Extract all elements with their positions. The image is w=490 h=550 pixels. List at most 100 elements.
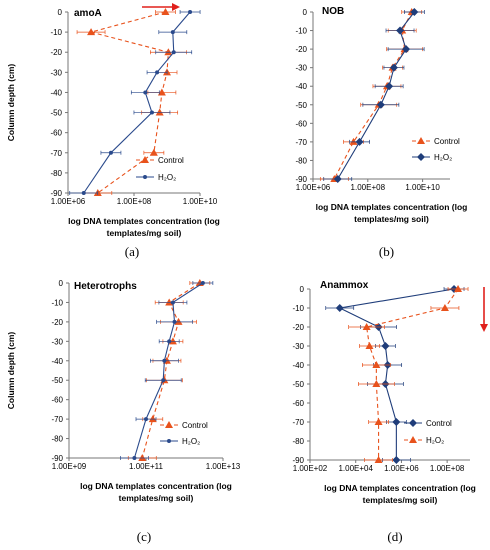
y-tick-label: -80 bbox=[295, 156, 307, 165]
data-point bbox=[355, 137, 364, 146]
legend-entry: H₂O₂ bbox=[136, 173, 176, 182]
series-2 bbox=[120, 281, 214, 460]
data-point bbox=[172, 319, 177, 324]
panel-1: 0 -10 -20 -30 -40 -50 -60 -70 -80 -901.00E+06 1.00… bbox=[6, 3, 220, 259]
series-line bbox=[133, 282, 204, 459]
data-point bbox=[143, 90, 148, 95]
legend-label: H₂O₂ bbox=[182, 437, 200, 446]
y-tick-label: -90 bbox=[50, 189, 62, 198]
legend-label: Control bbox=[158, 156, 184, 165]
data-point bbox=[381, 342, 390, 350]
series-1 bbox=[76, 8, 187, 196]
panel-label: (d) bbox=[387, 529, 402, 544]
data-point bbox=[365, 342, 374, 349]
y-tick-label: -90 bbox=[292, 456, 304, 465]
data-point bbox=[81, 191, 86, 195]
y-tick-label: -60 bbox=[295, 119, 307, 128]
x-axis-title: templates/mg soil) bbox=[119, 493, 194, 503]
data-point bbox=[165, 298, 174, 306]
legend-entry: Control bbox=[404, 419, 452, 428]
panel-3: 0 -10 -20 -30 -40 -50 -60 -70 -80 -901.00E+09 1.00… bbox=[6, 279, 241, 544]
y-tick-label: 0 bbox=[59, 279, 64, 288]
data-point bbox=[385, 82, 394, 91]
panel-title: Heterotrophs bbox=[74, 281, 137, 292]
x-tick-label: 1.00E+08 bbox=[351, 183, 386, 192]
data-point bbox=[333, 175, 342, 183]
data-point bbox=[392, 418, 401, 426]
y-tick-label: -50 bbox=[51, 376, 63, 385]
data-point bbox=[155, 70, 160, 75]
series-2 bbox=[348, 285, 469, 463]
data-point bbox=[335, 304, 344, 312]
x-tick-label: 1.00E+11 bbox=[129, 462, 163, 471]
data-point bbox=[392, 456, 401, 464]
data-point bbox=[108, 150, 113, 155]
legend-label: H₂O₂ bbox=[426, 436, 444, 445]
data-point bbox=[396, 26, 405, 35]
y-tick-label: -10 bbox=[295, 27, 307, 36]
data-point bbox=[410, 8, 419, 16]
legend-entry: Control bbox=[160, 421, 208, 430]
legend-entry: Control bbox=[136, 156, 184, 165]
series-1 bbox=[127, 279, 211, 461]
y-tick-label: -60 bbox=[51, 396, 63, 405]
data-point bbox=[171, 50, 176, 55]
data-point bbox=[155, 108, 164, 116]
legend-marker bbox=[143, 175, 147, 179]
data-point bbox=[168, 337, 177, 345]
legend-label: H₂O₂ bbox=[158, 173, 176, 182]
data-point bbox=[161, 378, 166, 383]
y-tick-label: -60 bbox=[50, 129, 62, 138]
y-axis-title: Column depth (cm) bbox=[6, 332, 16, 410]
panel-label: (a) bbox=[125, 244, 139, 259]
data-point bbox=[144, 417, 148, 422]
legend-marker bbox=[417, 153, 425, 161]
data-point bbox=[402, 45, 411, 54]
series-line bbox=[83, 11, 191, 194]
series-line bbox=[337, 288, 455, 460]
panel-title: Anammox bbox=[320, 280, 369, 291]
data-point bbox=[374, 456, 383, 463]
x-axis-title: log DNA templates concentration (log bbox=[316, 202, 468, 212]
y-tick-label: -30 bbox=[295, 64, 307, 73]
y-tick-label: -40 bbox=[50, 88, 62, 97]
y-tick-label: -90 bbox=[51, 454, 63, 463]
legend-entry: Control bbox=[412, 137, 460, 146]
y-tick-label: -80 bbox=[51, 435, 63, 444]
x-tick-label: 1.00E+06 bbox=[51, 197, 86, 206]
panel-4: 0 -10 -20 -30 -40 -50 -60 -70 -80 -901.00E+02 1.00… bbox=[292, 280, 488, 544]
y-tick-label: -50 bbox=[295, 101, 307, 110]
series-line bbox=[141, 282, 201, 459]
y-tick-label: -30 bbox=[50, 68, 62, 77]
legend-entry: H₂O₂ bbox=[412, 153, 452, 162]
data-point bbox=[174, 317, 183, 325]
data-point bbox=[440, 304, 449, 311]
legend-marker bbox=[409, 436, 417, 443]
data-point bbox=[157, 88, 166, 96]
data-point bbox=[164, 48, 173, 56]
x-axis-title: templates/mg soil) bbox=[354, 214, 429, 224]
y-tick-label: -20 bbox=[295, 45, 307, 54]
data-point bbox=[167, 339, 172, 344]
data-point bbox=[170, 300, 175, 305]
x-tick-label: 1.00E+13 bbox=[206, 462, 241, 471]
x-tick-label: 1.00E+08 bbox=[430, 464, 465, 473]
y-tick-label: 0 bbox=[303, 8, 308, 17]
data-point bbox=[132, 456, 137, 460]
y-tick-label: -50 bbox=[292, 380, 304, 389]
y-tick-label: -10 bbox=[50, 28, 62, 37]
legend-entry: H₂O₂ bbox=[404, 436, 444, 445]
legend-marker bbox=[167, 439, 171, 443]
data-point bbox=[349, 137, 358, 145]
legend-label: Control bbox=[426, 419, 452, 428]
data-point bbox=[162, 358, 167, 363]
y-tick-label: -20 bbox=[50, 48, 62, 57]
panel-title: NOB bbox=[322, 6, 344, 17]
data-point bbox=[148, 415, 157, 423]
x-tick-label: 1.00E+06 bbox=[296, 183, 331, 192]
data-point bbox=[87, 28, 96, 36]
y-tick-label: -80 bbox=[292, 437, 304, 446]
y-tick-label: 0 bbox=[300, 285, 305, 294]
y-tick-label: -40 bbox=[292, 361, 304, 370]
series-line bbox=[366, 288, 459, 460]
